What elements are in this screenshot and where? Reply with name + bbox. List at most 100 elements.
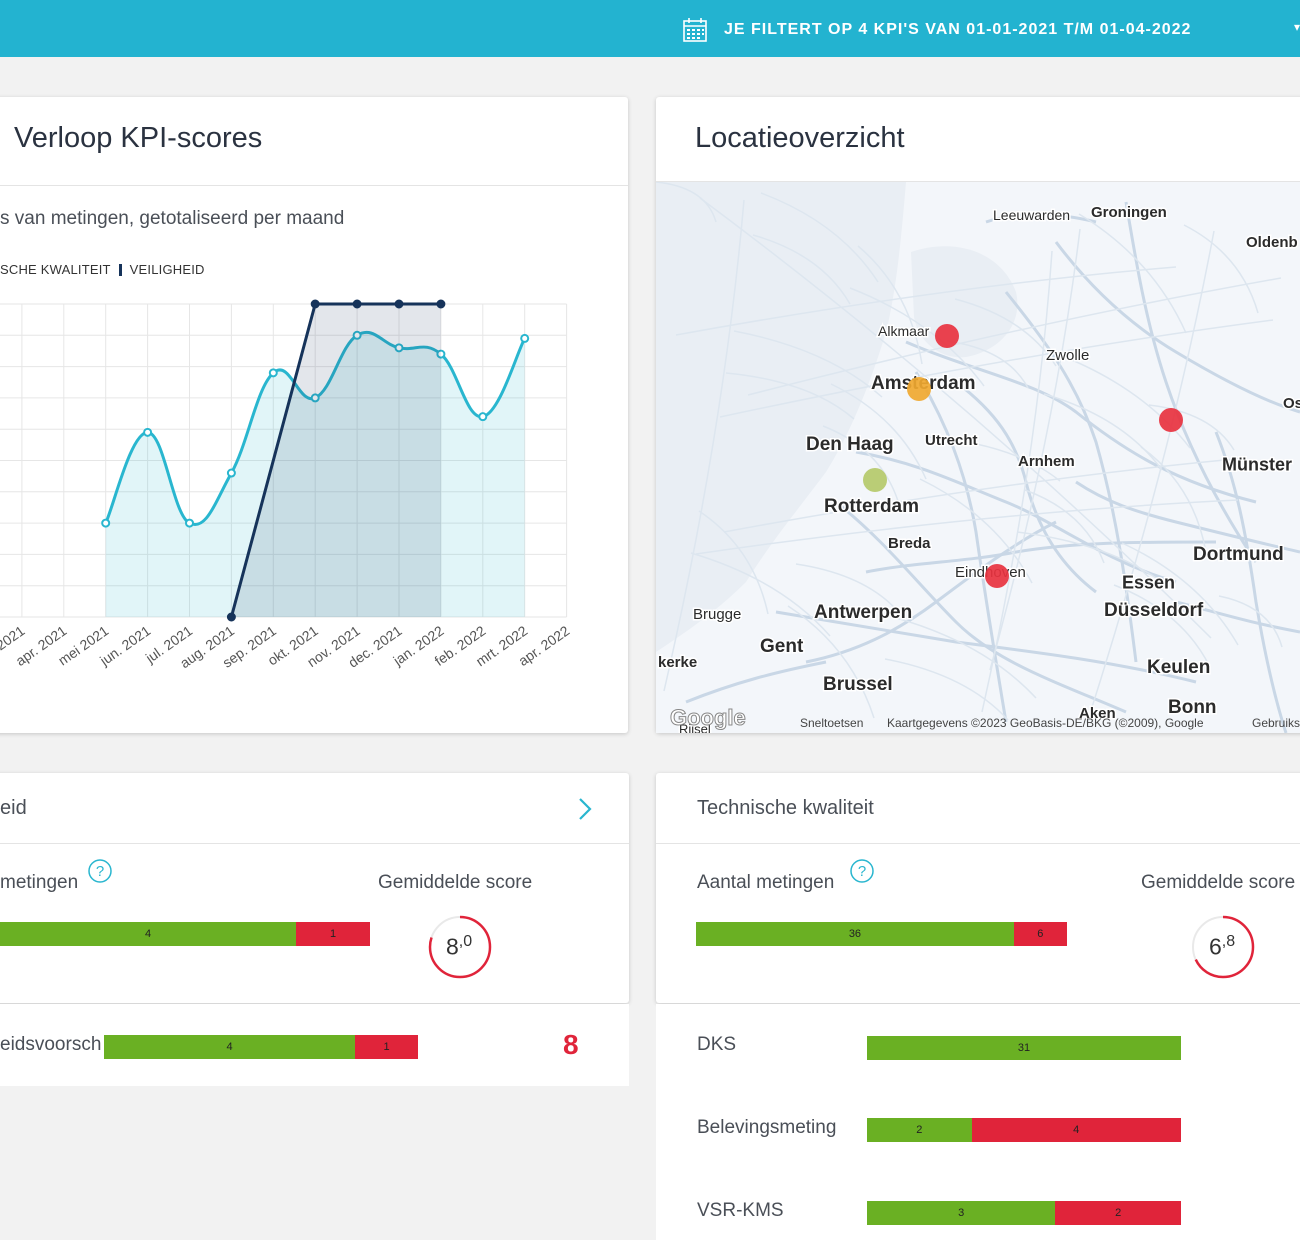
kpi-card-title: Verloop KPI-scores (14, 122, 263, 154)
score-label: Gemiddelde score (378, 872, 533, 893)
city-label: Aken (1079, 705, 1116, 722)
chevron-right-icon[interactable] (576, 796, 594, 822)
minor-road (849, 287, 985, 387)
location-map[interactable]: LeeuwardenGroningenOldenbAlkmaarZwolleAm… (656, 182, 1300, 733)
bar-segment-bad[interactable]: 6 (1013, 922, 1067, 946)
location-marker[interactable] (863, 468, 887, 492)
series-line (104, 331, 527, 526)
city-label: Münster (1222, 454, 1292, 474)
minor-road (892, 616, 1037, 699)
score-decimal: ,0 (458, 933, 473, 950)
city-label: Leeuwarden (993, 207, 1070, 223)
data-point[interactable] (185, 518, 194, 528)
road (1054, 241, 1300, 414)
date-filter[interactable]: JE FILTERT OP 4 KPI'S VAN 01-01-2021 T/M… (682, 16, 1191, 44)
city-label: Osn (1283, 395, 1300, 412)
data-point[interactable] (226, 468, 236, 478)
tech-card-title: Technische kwaliteit (697, 797, 874, 819)
location-marker[interactable] (935, 324, 959, 348)
city-label: kerke (658, 654, 697, 671)
data-point[interactable] (436, 349, 446, 359)
score-label: Gemiddelde score (1141, 872, 1296, 893)
bar-segment-bad[interactable]: 1 (355, 1035, 418, 1059)
minor-road (695, 499, 1239, 555)
legend-item-veiligheid[interactable]: VEILIGHEID (129, 262, 205, 277)
minor-road (719, 319, 1274, 418)
kpi-scores-card (0, 97, 628, 733)
bar-segment-good[interactable]: 2 (867, 1118, 972, 1142)
minor-road (760, 192, 879, 283)
data-point[interactable] (478, 412, 488, 422)
map-attribution[interactable]: Sneltoetsen (800, 716, 863, 730)
road (685, 660, 827, 704)
bar-segment-bad[interactable]: 1 (296, 922, 370, 946)
data-point[interactable] (143, 427, 153, 437)
data-point[interactable] (101, 518, 111, 528)
minor-road (919, 478, 1033, 584)
kpi-card-subtitle: s van metingen, getotaliseerd per maand (0, 208, 345, 229)
city-label: Rijsel (679, 721, 711, 733)
minor-road (1043, 393, 1163, 471)
ring-progress (428, 915, 492, 979)
card-header (0, 97, 628, 186)
minor-road (830, 383, 927, 480)
bar-segment-good[interactable]: 4 (0, 922, 296, 946)
location-marker[interactable] (907, 377, 931, 401)
bar-segment-good[interactable]: 4 (104, 1035, 356, 1059)
data-point[interactable] (436, 299, 446, 309)
calendar-icon (683, 18, 707, 42)
help-icon[interactable]: ? (88, 859, 112, 883)
card-header (656, 773, 1300, 844)
minor-road (822, 425, 899, 502)
data-point[interactable] (394, 299, 404, 309)
help-icon[interactable]: ? (850, 859, 874, 883)
minor-road (1086, 230, 1215, 724)
city-label: Arnhem (1018, 453, 1075, 470)
minor-road (989, 228, 1081, 671)
minor-road (1016, 531, 1167, 586)
data-point[interactable] (352, 299, 362, 309)
data-point[interactable] (394, 343, 404, 353)
bar-segment-good[interactable]: 3 (867, 1201, 1056, 1225)
sea-area (656, 182, 906, 652)
city-label: Oldenb (1246, 234, 1298, 251)
city-label: Düsseldorf (1104, 600, 1204, 621)
bar-segment-bad[interactable]: 2 (1055, 1201, 1181, 1225)
minor-road (699, 197, 1212, 639)
data-point[interactable] (226, 612, 236, 622)
minor-road (1121, 542, 1239, 646)
city-label: Keulen (1147, 657, 1210, 678)
bar-segment-bad[interactable]: 4 (971, 1118, 1181, 1142)
technische-kwaliteit-card (656, 773, 1300, 1003)
minor-road (1024, 489, 1105, 564)
location-marker[interactable] (1159, 408, 1183, 432)
chevron-down-icon[interactable]: ▾ (1294, 20, 1300, 34)
row-bar-dks[interactable]: 31 (867, 1036, 1182, 1060)
city-labels: LeeuwardenGroningenOldenbAlkmaarZwolleAm… (657, 203, 1300, 734)
score-ring (1191, 915, 1255, 979)
city-label: Brugge (693, 606, 741, 623)
road (865, 540, 1217, 574)
location-marker[interactable] (985, 564, 1009, 588)
data-point[interactable] (310, 299, 320, 309)
svg-text:?: ? (96, 863, 104, 880)
aantal-metingen-label: Aantal metingen (697, 872, 835, 893)
data-point[interactable] (310, 393, 320, 403)
score-int: 8 (446, 933, 459, 960)
legend-item-technische-kwaliteit[interactable]: SCHE KWALITEIT (0, 262, 111, 277)
bar-segment-good[interactable]: 36 (696, 922, 1014, 946)
minor-road (927, 436, 1061, 482)
road (1175, 600, 1300, 634)
metingen-bar[interactable]: 36 6 (696, 922, 1067, 946)
data-point[interactable] (268, 368, 278, 378)
data-point[interactable] (352, 330, 362, 340)
road (1075, 480, 1300, 554)
bar-segment-good[interactable]: 31 (867, 1036, 1182, 1060)
road (775, 610, 1197, 684)
road (985, 213, 1097, 224)
data-point[interactable] (520, 333, 530, 343)
